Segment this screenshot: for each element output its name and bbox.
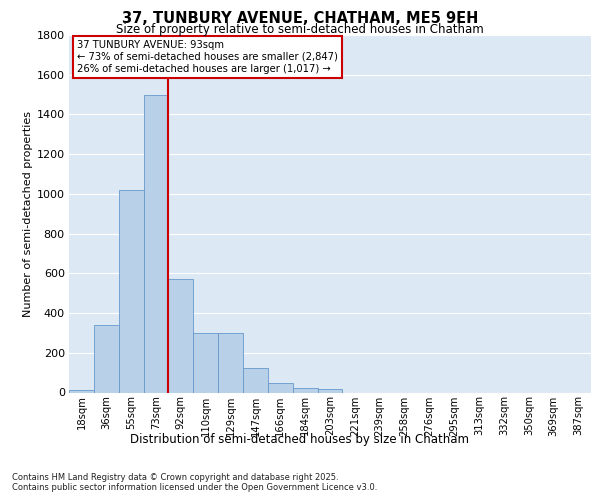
Bar [69,390,94,392]
Text: Contains HM Land Registry data © Crown copyright and database right 2025.: Contains HM Land Registry data © Crown c… [12,472,338,482]
Text: Size of property relative to semi-detached houses in Chatham: Size of property relative to semi-detach… [116,22,484,36]
Bar [317,388,343,392]
Bar [143,94,169,393]
Bar [243,368,268,392]
Bar [169,280,193,392]
Text: 37, TUNBURY AVENUE, CHATHAM, ME5 9EH: 37, TUNBURY AVENUE, CHATHAM, ME5 9EH [122,11,478,26]
Y-axis label: Number of semi-detached properties: Number of semi-detached properties [23,111,32,317]
Bar [193,333,218,392]
Text: Distribution of semi-detached houses by size in Chatham: Distribution of semi-detached houses by … [131,432,470,446]
Text: 37 TUNBURY AVENUE: 93sqm
← 73% of semi-detached houses are smaller (2,847)
26% o: 37 TUNBURY AVENUE: 93sqm ← 73% of semi-d… [77,40,338,74]
Bar [218,333,243,392]
Text: Contains public sector information licensed under the Open Government Licence v3: Contains public sector information licen… [12,484,377,492]
Bar [293,388,317,392]
Bar [268,382,293,392]
Bar [119,190,143,392]
Bar [94,325,119,392]
